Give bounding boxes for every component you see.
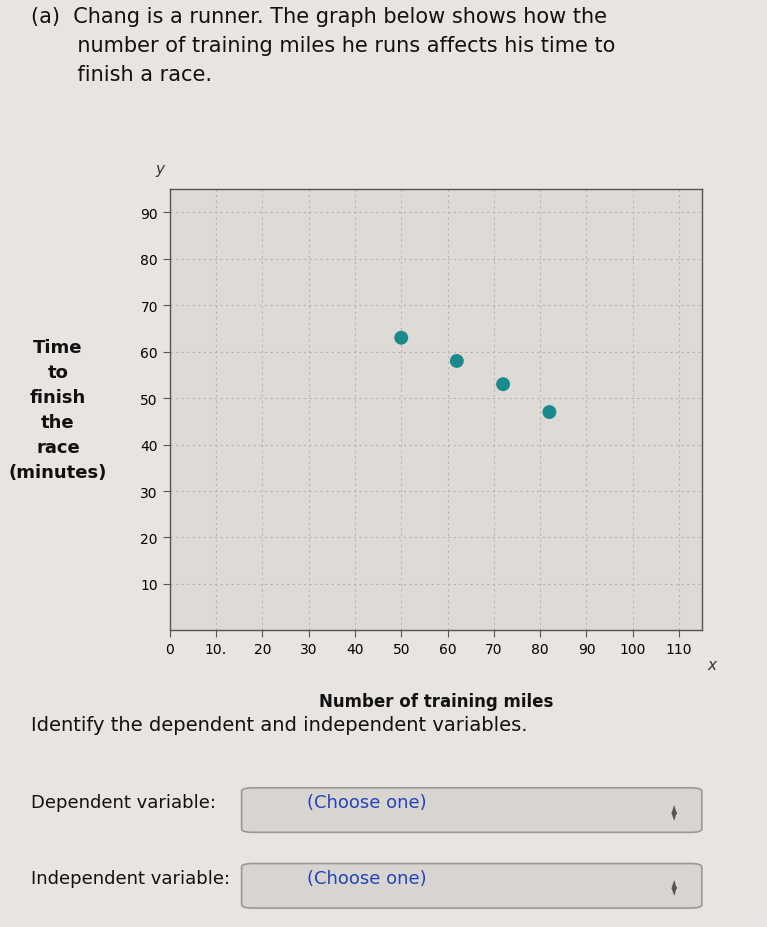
FancyBboxPatch shape bbox=[242, 788, 702, 832]
Text: Independent variable:: Independent variable: bbox=[31, 870, 230, 887]
Text: (Choose one): (Choose one) bbox=[307, 794, 426, 811]
Text: ◄►: ◄► bbox=[670, 802, 680, 819]
Text: Identify the dependent and independent variables.: Identify the dependent and independent v… bbox=[31, 716, 527, 734]
Text: (Choose one): (Choose one) bbox=[307, 870, 426, 887]
Text: y: y bbox=[156, 161, 164, 177]
Text: (a)  Chang is a runner. The graph below shows how the
       number of training : (a) Chang is a runner. The graph below s… bbox=[31, 7, 615, 85]
Text: x: x bbox=[707, 657, 716, 672]
FancyBboxPatch shape bbox=[242, 864, 702, 908]
Point bbox=[395, 331, 407, 346]
Text: Time
to
finish
the
race
(minutes): Time to finish the race (minutes) bbox=[8, 339, 107, 482]
Point bbox=[451, 354, 463, 369]
Text: Number of training miles: Number of training miles bbox=[319, 692, 553, 710]
Point bbox=[543, 405, 555, 420]
Text: ◄►: ◄► bbox=[670, 877, 680, 895]
Text: Dependent variable:: Dependent variable: bbox=[31, 794, 216, 811]
Point bbox=[497, 377, 509, 392]
